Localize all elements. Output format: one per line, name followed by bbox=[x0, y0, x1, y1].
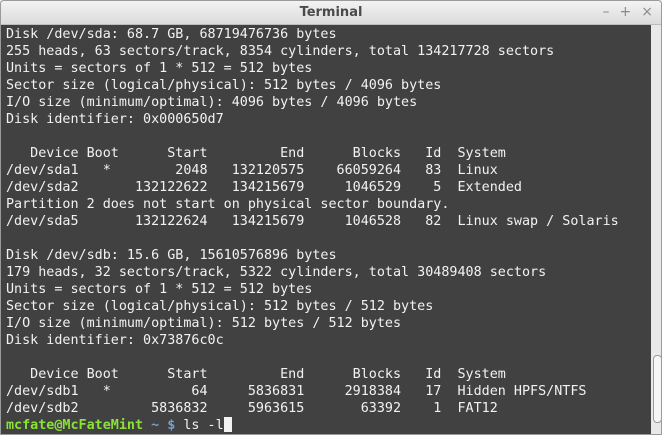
terminal-line bbox=[6, 349, 651, 366]
title-bar[interactable]: Terminal – + × bbox=[1, 1, 661, 25]
scrollbar[interactable] bbox=[651, 25, 661, 434]
terminal-line: Disk /dev/sdb: 15.6 GB, 15610576896 byte… bbox=[6, 248, 337, 263]
terminal-line: Units = sectors of 1 * 512 = 512 bytes bbox=[6, 282, 313, 297]
maximize-icon[interactable]: + bbox=[619, 4, 632, 20]
terminal-line: Disk identifier: 0x73876c0c bbox=[6, 333, 224, 348]
terminal-line: 179 heads, 32 sectors/track, 5322 cylind… bbox=[6, 265, 547, 280]
terminal-line: Sector size (logical/physical): 512 byte… bbox=[6, 299, 434, 314]
terminal-line: I/O size (minimum/optimal): 4096 bytes /… bbox=[6, 95, 418, 110]
terminal-line: /dev/sdb2 5836832 5963615 63392 1 FAT12 bbox=[6, 401, 498, 416]
terminal-line: /dev/sdb1 * 64 5836831 2918384 17 Hidden… bbox=[6, 384, 587, 399]
terminal-line: 255 heads, 63 sectors/track, 8354 cylind… bbox=[6, 44, 555, 59]
terminal-line: Disk identifier: 0x000650d7 bbox=[6, 112, 224, 127]
terminal-output[interactable]: Disk /dev/sda: 68.7 GB, 68719476736 byte… bbox=[1, 25, 651, 434]
terminal-line: Device Boot Start End Blocks Id System bbox=[6, 146, 506, 161]
terminal-line: Sector size (logical/physical): 512 byte… bbox=[6, 78, 442, 93]
terminal-line: /dev/sda1 * 2048 132120575 66059264 83 L… bbox=[6, 163, 498, 178]
terminal-line bbox=[6, 230, 651, 247]
terminal-line bbox=[6, 128, 651, 145]
terminal-line: /dev/sda2 132122622 134215679 1046529 5 … bbox=[6, 180, 522, 195]
close-icon[interactable]: × bbox=[641, 4, 653, 20]
terminal-line: Partition 2 does not start on physical s… bbox=[6, 197, 450, 212]
command-input[interactable]: ls -l bbox=[175, 418, 224, 433]
minimize-icon[interactable]: – bbox=[602, 4, 610, 20]
terminal-line: I/O size (minimum/optimal): 512 bytes / … bbox=[6, 316, 402, 331]
scrollbar-thumb[interactable] bbox=[653, 355, 661, 423]
terminal-line: Units = sectors of 1 * 512 = 512 bytes bbox=[6, 61, 313, 76]
terminal-line: Disk /dev/sda: 68.7 GB, 68719476736 byte… bbox=[6, 27, 337, 42]
window-title: Terminal bbox=[299, 5, 363, 20]
prompt-path: ~ $ bbox=[143, 418, 176, 433]
prompt-user-host: mcfate@McFateMint bbox=[6, 418, 144, 433]
terminal-line: /dev/sda5 132122624 134215679 1046528 82… bbox=[6, 214, 619, 229]
cursor bbox=[223, 417, 232, 432]
prompt-line[interactable]: mcfate@McFateMint ~ $ ls -l bbox=[6, 417, 651, 434]
terminal-line: Device Boot Start End Blocks Id System bbox=[6, 367, 506, 382]
